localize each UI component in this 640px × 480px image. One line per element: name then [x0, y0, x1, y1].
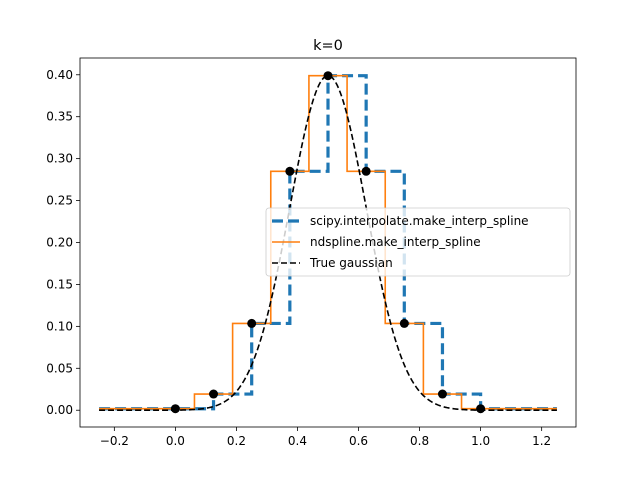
y-tick-label: 0.20	[46, 236, 73, 250]
x-axis: −0.2 0.0 0.2 0.4 0.6 0.8 1.0 1.2	[100, 427, 551, 448]
data-point	[399, 318, 409, 328]
x-tick-label: 0.2	[227, 434, 246, 448]
data-point	[170, 404, 180, 414]
y-tick-label: 0.05	[46, 361, 73, 375]
data-point	[437, 389, 447, 399]
y-tick-label: 0.40	[46, 68, 73, 82]
x-tick-label: 0.6	[349, 434, 368, 448]
y-tick-label: 0.35	[46, 110, 73, 124]
y-tick-label: 0.25	[46, 194, 73, 208]
plot-area	[99, 71, 557, 414]
data-point	[285, 166, 295, 176]
legend-box	[265, 207, 571, 277]
legend-label: ndspline.make_interp_spline	[310, 235, 481, 249]
y-tick-label: 0.00	[46, 403, 73, 417]
data-point	[361, 166, 371, 176]
x-tick-label: 0.0	[166, 434, 185, 448]
legend-label: True gaussian	[309, 256, 393, 270]
data-point	[323, 71, 333, 81]
x-tick-label: 0.8	[410, 434, 429, 448]
x-tick-label: −0.2	[100, 434, 129, 448]
legend: scipy.interpolate.make_interp_splinendsp…	[265, 207, 571, 277]
chart-title: k=0	[313, 38, 343, 54]
y-tick-label: 0.30	[46, 152, 73, 166]
data-point	[209, 389, 219, 399]
legend-label: scipy.interpolate.make_interp_spline	[310, 214, 529, 228]
x-tick-label: 1.0	[471, 434, 490, 448]
x-tick-label: 1.2	[532, 434, 551, 448]
y-tick-label: 0.15	[46, 277, 73, 291]
y-axis: 0.00 0.05 0.10 0.15 0.20 0.25 0.30 0.35 0.40	[46, 68, 80, 417]
data-point	[476, 404, 486, 414]
y-tick-label: 0.10	[46, 319, 73, 333]
data-point	[247, 318, 257, 328]
x-tick-label: 0.4	[288, 434, 307, 448]
